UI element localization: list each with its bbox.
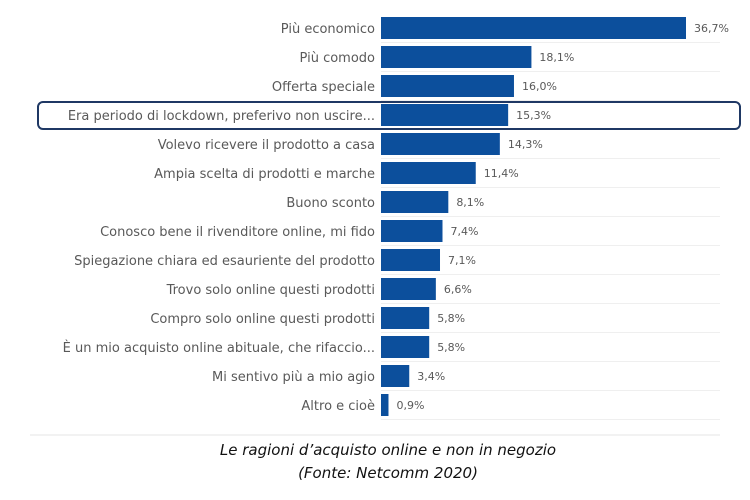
bar: [381, 365, 410, 387]
value-label: 18,1%: [539, 51, 574, 64]
category-label: Mi sentivo più a mio agio: [212, 370, 375, 385]
category-label: Più comodo: [300, 51, 376, 66]
value-label: 3,4%: [417, 370, 445, 383]
bar: [381, 46, 532, 68]
category-label: Conosco bene il rivenditore online, mi f…: [100, 225, 375, 240]
bar: [381, 249, 441, 271]
category-label: Più economico: [281, 22, 375, 37]
category-label: Buono sconto: [286, 196, 375, 211]
bar: [381, 191, 449, 213]
bar: [381, 17, 686, 39]
category-label: Spiegazione chiara ed esauriente del pro…: [74, 254, 375, 269]
bar: [381, 75, 514, 97]
bar: [381, 307, 430, 329]
value-label: 16,0%: [522, 80, 557, 93]
value-label: 36,7%: [694, 22, 729, 35]
category-label: È un mio acquisto online abituale, che r…: [63, 340, 375, 356]
chart-caption-source: (Fonte: Netcomm 2020): [298, 464, 478, 482]
value-label: 6,6%: [444, 283, 472, 296]
bar: [381, 162, 476, 184]
category-label: Trovo solo online questi prodotti: [166, 283, 375, 298]
category-label: Ampia scelta di prodotti e marche: [154, 167, 375, 182]
bar: [381, 133, 500, 155]
bar: [381, 336, 430, 358]
bar: [381, 220, 443, 242]
category-label: Volevo ricevere il prodotto a casa: [158, 138, 375, 153]
category-label: Compro solo online questi prodotti: [150, 312, 375, 327]
value-label: 7,4%: [450, 225, 478, 238]
value-label: 0,9%: [396, 399, 424, 412]
value-label: 7,1%: [448, 254, 476, 267]
chart-caption-title: Le ragioni d’acquisto online e non in ne…: [220, 441, 556, 459]
value-label: 5,8%: [437, 341, 465, 354]
value-label: 8,1%: [456, 196, 484, 209]
category-label: Era periodo di lockdown, preferivo non u…: [68, 109, 375, 124]
value-label: 15,3%: [516, 109, 551, 122]
value-label: 11,4%: [484, 167, 519, 180]
value-label: 14,3%: [508, 138, 543, 151]
bar: [381, 104, 509, 126]
bar: [381, 394, 389, 416]
bar: [381, 278, 436, 300]
value-label: 5,8%: [437, 312, 465, 325]
highlight-box: [37, 101, 741, 130]
category-label: Offerta speciale: [272, 80, 375, 95]
category-label: Altro e cioè: [301, 399, 375, 414]
